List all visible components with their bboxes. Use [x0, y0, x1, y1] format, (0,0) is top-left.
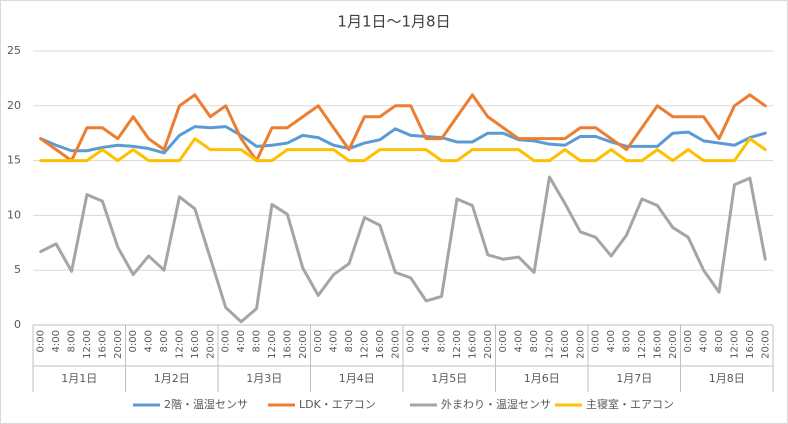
x-tick-label: 8:00 — [252, 330, 263, 352]
x-tick-label: 16:00 — [745, 330, 756, 359]
x-tick-label: 20:00 — [575, 330, 586, 359]
group-label: 1月2日 — [154, 372, 190, 385]
legend-label: 2階・温湿センサ — [164, 397, 248, 411]
group-label: 1月6日 — [524, 372, 560, 385]
x-tick-label: 12:00 — [544, 330, 555, 359]
x-tick-label: 4:00 — [699, 330, 710, 352]
x-tick-label: 4:00 — [51, 330, 62, 352]
x-tick-label: 4:00 — [236, 330, 247, 352]
x-tick-label: 0:00 — [36, 330, 47, 352]
x-tick-label: 8:00 — [529, 330, 540, 352]
chart-title: 1月1日～1月8日 — [337, 13, 450, 31]
x-tick-label: 8:00 — [344, 330, 355, 352]
x-tick-label: 12:00 — [452, 330, 463, 359]
x-tick-label: 16:00 — [97, 330, 108, 359]
group-label: 1月7日 — [616, 372, 652, 385]
y-tick-label: 5 — [14, 263, 21, 276]
x-tick-label: 4:00 — [606, 330, 617, 352]
x-tick-label: 0:00 — [221, 330, 232, 352]
series-line — [39, 137, 767, 163]
x-tick-label: 8:00 — [714, 330, 725, 352]
x-tick-label: 20:00 — [668, 330, 679, 359]
x-tick-label: 12:00 — [359, 330, 370, 359]
x-tick-label: 20:00 — [760, 330, 771, 359]
legend-label: 主寝室・エアコン — [586, 397, 674, 411]
y-tick-label: 20 — [7, 99, 21, 112]
x-tick-label: 0:00 — [498, 330, 509, 352]
x-tick-label: 8:00 — [159, 330, 170, 352]
y-tick-label: 15 — [7, 154, 21, 167]
x-tick-label: 12:00 — [174, 330, 185, 359]
x-tick-label: 12:00 — [637, 330, 648, 359]
x-tick-label: 20:00 — [298, 330, 309, 359]
x-tick-label: 8:00 — [67, 330, 78, 352]
x-tick-label: 16:00 — [282, 330, 293, 359]
x-tick-label: 4:00 — [514, 330, 525, 352]
x-tick-label: 16:00 — [190, 330, 201, 359]
x-tick-label: 0:00 — [591, 330, 602, 352]
series-line — [39, 93, 767, 163]
x-tick-label: 16:00 — [375, 330, 386, 359]
y-tick-label: 10 — [7, 208, 21, 221]
x-tick-label: 0:00 — [406, 330, 417, 352]
x-tick-label: 16:00 — [467, 330, 478, 359]
y-tick-label: 25 — [7, 44, 21, 57]
x-tick-label: 0:00 — [128, 330, 139, 352]
x-tick-label: 8:00 — [622, 330, 633, 352]
group-label: 1月4日 — [339, 372, 375, 385]
group-label: 1月3日 — [246, 372, 282, 385]
group-label: 1月1日 — [61, 372, 97, 385]
x-tick-label: 8:00 — [437, 330, 448, 352]
x-tick-label: 12:00 — [82, 330, 93, 359]
y-tick-label: 0 — [14, 318, 21, 331]
group-label: 1月8日 — [709, 372, 745, 385]
group-label: 1月5日 — [431, 372, 467, 385]
x-tick-label: 20:00 — [483, 330, 494, 359]
series-line — [39, 175, 767, 324]
x-tick-label: 4:00 — [329, 330, 340, 352]
x-tick-label: 12:00 — [267, 330, 278, 359]
x-tick-label: 12:00 — [729, 330, 740, 359]
x-tick-label: 16:00 — [560, 330, 571, 359]
x-tick-label: 0:00 — [683, 330, 694, 352]
x-tick-label: 16:00 — [652, 330, 663, 359]
x-tick-label: 20:00 — [205, 330, 216, 359]
legend-label: 外まわり・温湿センサ — [441, 398, 551, 411]
x-tick-label: 20:00 — [390, 330, 401, 359]
x-tick-label: 0:00 — [313, 330, 324, 352]
series-line — [39, 125, 767, 155]
legend-label: LDK・エアコン — [299, 398, 376, 411]
x-tick-label: 20:00 — [113, 330, 124, 359]
x-tick-label: 4:00 — [144, 330, 155, 352]
x-tick-label: 4:00 — [421, 330, 432, 352]
